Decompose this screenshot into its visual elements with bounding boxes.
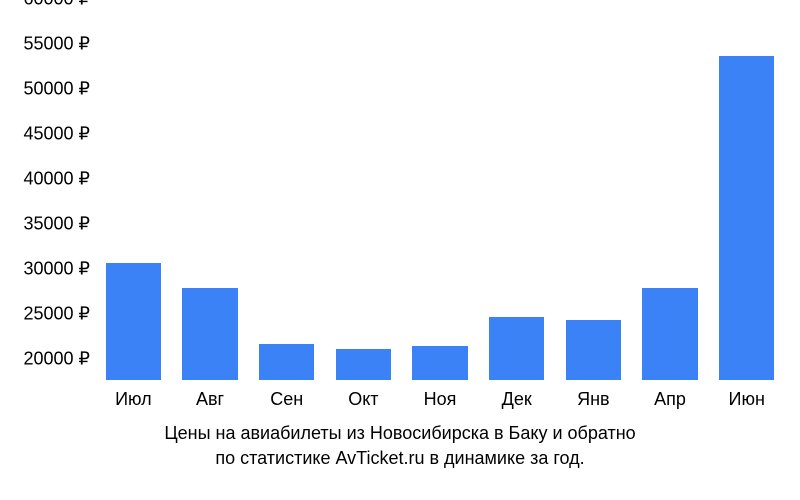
bar <box>336 349 391 381</box>
x-tick-label: Сен <box>248 389 325 410</box>
bar-column: Июл <box>95 20 172 380</box>
caption-line-2: по статистике AvTicket.ru в динамике за … <box>215 448 584 468</box>
x-tick-label: Июн <box>708 389 785 410</box>
y-tick-label: 55000 ₽ <box>0 34 90 55</box>
chart-caption: Цены на авиабилеты из Новосибирска в Бак… <box>0 421 800 470</box>
plot-area: ИюлАвгСенОктНояДекЯнвАпрИюн <box>95 20 785 380</box>
x-tick-label: Ноя <box>402 389 479 410</box>
y-tick-label: 20000 ₽ <box>0 349 90 370</box>
y-tick-label: 35000 ₽ <box>0 214 90 235</box>
bar-column: Янв <box>555 20 632 380</box>
caption-line-1: Цены на авиабилеты из Новосибирска в Бак… <box>164 423 635 443</box>
y-tick-label: 25000 ₽ <box>0 304 90 325</box>
bar-column: Сен <box>248 20 325 380</box>
x-tick-label: Апр <box>632 389 709 410</box>
x-tick-label: Июл <box>95 389 172 410</box>
bar <box>106 263 161 380</box>
y-tick-label: 30000 ₽ <box>0 259 90 280</box>
x-tick-label: Окт <box>325 389 402 410</box>
bar-column: Ноя <box>402 20 479 380</box>
bar-column: Авг <box>172 20 249 380</box>
y-tick-label: 45000 ₽ <box>0 124 90 145</box>
bar <box>566 320 621 380</box>
bar <box>719 56 774 380</box>
bar-column: Июн <box>708 20 785 380</box>
price-bar-chart: 20000 ₽ 25000 ₽ 30000 ₽ 35000 ₽ 40000 ₽ 45000… <box>0 0 800 420</box>
y-tick-label: 40000 ₽ <box>0 169 90 190</box>
x-tick-label: Авг <box>172 389 249 410</box>
bar <box>259 344 314 380</box>
bar-column: Окт <box>325 20 402 380</box>
x-tick-label: Янв <box>555 389 632 410</box>
bar <box>182 288 237 380</box>
bar <box>412 346 467 380</box>
bar-column: Апр <box>632 20 709 380</box>
bar <box>642 288 697 380</box>
y-axis: 20000 ₽ 25000 ₽ 30000 ₽ 35000 ₽ 40000 ₽ 45000… <box>0 20 90 380</box>
bar-column: Дек <box>478 20 555 380</box>
bars-container: ИюлАвгСенОктНояДекЯнвАпрИюн <box>95 20 785 380</box>
bar <box>489 317 544 380</box>
y-tick-label: 60000 ₽ <box>0 0 90 10</box>
y-tick-label: 50000 ₽ <box>0 79 90 100</box>
x-tick-label: Дек <box>478 389 555 410</box>
